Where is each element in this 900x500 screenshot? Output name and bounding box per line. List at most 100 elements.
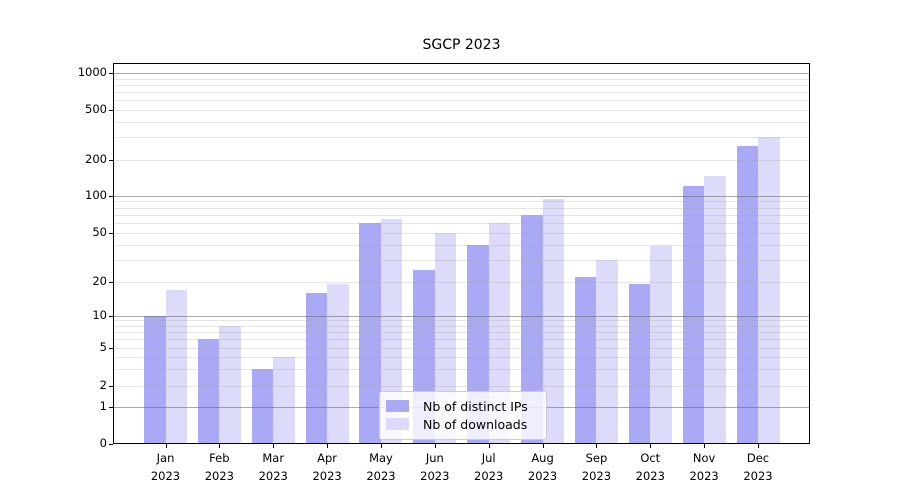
x-tick-month: Dec <box>746 451 770 465</box>
y-tick-mark <box>109 73 113 74</box>
y-tick-label: 200 <box>85 151 107 166</box>
legend-label-downloads: Nb of downloads <box>423 416 528 432</box>
bar-distinct-ips-jan <box>144 315 166 444</box>
x-tick-year: 2023 <box>689 468 719 483</box>
y-tick-mark <box>109 195 113 197</box>
x-tick-mark <box>704 444 706 448</box>
legend: Nb of distinct IPs Nb of downloads <box>379 391 547 440</box>
chart-title: SGCP 2023 <box>422 37 501 53</box>
minor-gridline <box>113 320 810 322</box>
x-tick-label: Jul 2023 <box>457 450 521 486</box>
major-gridline <box>113 195 810 197</box>
x-tick-label: Jan 2023 <box>134 450 198 486</box>
bar-downloads-apr <box>327 284 349 444</box>
x-tick-month: Oct <box>640 451 661 465</box>
y-tick-label: 10 <box>92 307 107 322</box>
bar-distinct-ips-may <box>359 223 381 444</box>
minor-gridline <box>113 357 810 359</box>
bar-downloads-oct <box>650 246 672 444</box>
bar-downloads-sep <box>596 260 618 444</box>
y-tick-label: 100 <box>85 187 107 202</box>
minor-gridline <box>113 332 810 334</box>
x-tick-label: Apr 2023 <box>295 450 359 486</box>
legend-label-distinct-ips: Nb of distinct IPs <box>423 398 528 414</box>
x-tick-label: Dec 2023 <box>726 450 790 486</box>
minor-gridline <box>113 91 810 93</box>
minor-gridline <box>113 159 810 161</box>
x-tick-month: May <box>369 451 393 465</box>
x-tick-year: 2023 <box>635 468 665 483</box>
y-tick-mark <box>109 159 113 161</box>
y-tick-label: 20 <box>92 274 107 288</box>
x-tick-mark <box>327 444 329 448</box>
x-tick-month: Jul <box>481 451 496 465</box>
x-tick-mark <box>650 444 652 448</box>
minor-gridline <box>113 207 810 209</box>
x-tick-mark <box>380 444 382 448</box>
x-tick-label: Oct 2023 <box>618 450 682 486</box>
x-tick-label: Aug 2023 <box>511 450 575 486</box>
x-tick-year: 2023 <box>474 468 504 483</box>
x-tick-year: 2023 <box>312 468 342 483</box>
minor-gridline <box>113 386 810 387</box>
x-tick-mark <box>165 444 167 448</box>
x-tick-year: 2023 <box>366 468 396 483</box>
minor-gridline <box>113 121 810 123</box>
minor-gridline <box>113 78 810 80</box>
major-gridline <box>113 73 810 74</box>
x-tick-month: Sep <box>585 451 608 465</box>
x-tick-month: Feb <box>209 451 230 465</box>
bar-distinct-ips-feb <box>197 339 220 444</box>
y-tick-mark <box>109 348 113 349</box>
x-tick-label: Feb 2023 <box>187 450 251 486</box>
bar-distinct-ips-aug <box>521 214 543 444</box>
x-tick-label: Jun 2023 <box>403 450 467 486</box>
minor-gridline <box>113 282 810 283</box>
x-tick-month: Jan <box>156 451 175 465</box>
x-tick-mark <box>488 444 490 448</box>
bar-downloads-may <box>380 218 403 444</box>
y-tick-mark <box>109 233 113 234</box>
x-tick-month: Mar <box>262 451 285 465</box>
x-tick-mark <box>596 444 598 448</box>
x-tick-year: 2023 <box>581 468 612 483</box>
x-tick-year: 2023 <box>258 468 288 483</box>
x-tick-year: 2023 <box>150 468 181 483</box>
bar-downloads-mar <box>273 357 295 444</box>
x-tick-month: Aug <box>531 451 554 465</box>
bar-downloads-jan <box>165 289 187 444</box>
legend-item-distinct-ips: Nb of distinct IPs <box>386 397 538 415</box>
y-tick-label: 50 <box>92 225 107 239</box>
minor-gridline <box>113 201 810 203</box>
x-tick-mark <box>434 444 436 448</box>
minor-gridline <box>113 137 810 139</box>
legend-swatch-downloads <box>386 418 409 430</box>
minor-gridline <box>113 99 810 101</box>
x-tick-mark <box>542 444 544 448</box>
minor-gridline <box>113 369 810 371</box>
x-tick-year: 2023 <box>204 468 234 483</box>
x-tick-year: 2023 <box>743 468 773 483</box>
minor-gridline <box>113 244 810 246</box>
x-tick-label: May 2023 <box>349 450 413 486</box>
minor-gridline <box>113 214 810 216</box>
minor-gridline <box>113 84 810 86</box>
y-tick-mark <box>109 282 113 283</box>
y-tick-label: 1 <box>99 398 107 413</box>
y-tick-mark <box>109 444 113 445</box>
x-tick-mark <box>219 444 221 448</box>
y-tick-mark <box>109 386 113 387</box>
bar-distinct-ips-oct <box>628 284 651 444</box>
bar-distinct-ips-dec <box>736 146 758 444</box>
minor-gridline <box>113 325 810 327</box>
bar-distinct-ips-sep <box>574 276 597 444</box>
minor-gridline <box>113 339 810 341</box>
y-tick-mark <box>109 406 113 408</box>
major-gridline <box>113 315 810 317</box>
y-tick-label: 500 <box>85 101 107 116</box>
minor-gridline <box>113 260 810 262</box>
x-tick-label: Mar 2023 <box>241 450 305 486</box>
x-tick-mark <box>758 444 759 448</box>
x-tick-month: Nov <box>692 451 716 465</box>
